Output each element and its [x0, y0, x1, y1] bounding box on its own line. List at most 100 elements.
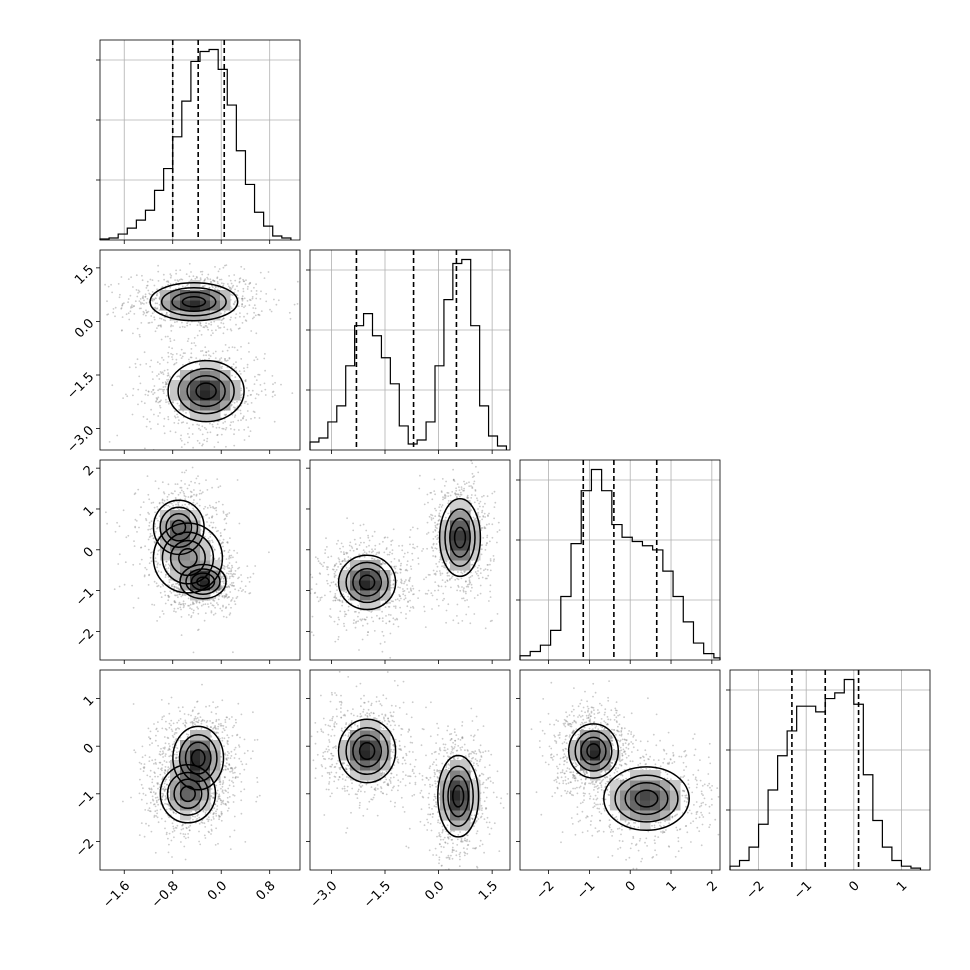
- panel-frame-2-0: [99, 459, 301, 661]
- scatter-point: [465, 613, 468, 616]
- scatter-point: [174, 416, 177, 419]
- scatter-point: [402, 593, 405, 596]
- scatter-point: [161, 356, 163, 359]
- scatter-point: [322, 565, 324, 568]
- scatter-point: [259, 271, 262, 274]
- scatter-point: [444, 566, 447, 569]
- scatter-point: [249, 430, 252, 432]
- scatter-point: [155, 400, 157, 403]
- scatter-point: [164, 319, 167, 322]
- scatter-point: [431, 594, 434, 597]
- scatter-point: [121, 304, 123, 307]
- scatter-point: [423, 503, 426, 506]
- density-cell: [200, 360, 211, 371]
- scatter-point: [114, 306, 117, 309]
- scatter-point: [335, 562, 338, 565]
- scatter-point: [480, 548, 483, 551]
- scatter-point: [202, 285, 205, 288]
- scatter-point: [241, 298, 244, 300]
- scatter-point: [240, 265, 243, 268]
- scatter-point: [235, 361, 237, 363]
- scatter-point: [180, 616, 183, 618]
- scatter-point: [127, 534, 130, 537]
- scatter-point: [230, 307, 233, 310]
- scatter-point: [207, 273, 210, 276]
- scatter-point: [151, 300, 154, 302]
- scatter-point: [177, 596, 179, 599]
- scatter-point: [291, 392, 294, 394]
- scatter-point: [403, 590, 406, 592]
- contour-0-1: [160, 287, 227, 317]
- scatter-point: [226, 349, 229, 352]
- scatter-point: [140, 558, 143, 561]
- scatter-point: [173, 607, 176, 610]
- scatter-point: [242, 415, 245, 418]
- scatter-point: [385, 615, 387, 617]
- scatter-point: [454, 492, 456, 495]
- scatter-point: [236, 285, 238, 288]
- scatter-point: [175, 583, 177, 585]
- scatter-point: [167, 596, 170, 599]
- scatter-point: [479, 584, 482, 587]
- scatter-point: [219, 358, 221, 360]
- scatter-point: [434, 507, 436, 510]
- scatter-point: [367, 631, 369, 633]
- scatter-point: [337, 566, 339, 568]
- scatter-point: [139, 298, 142, 300]
- scatter-point: [165, 388, 168, 391]
- scatter-point: [160, 388, 162, 391]
- scatter-point: [189, 356, 192, 359]
- scatter-point: [153, 307, 156, 309]
- scatter-point: [345, 551, 348, 554]
- scatter-point: [402, 590, 405, 593]
- scatter-point: [153, 506, 156, 509]
- scatter-point: [471, 486, 474, 488]
- density-cell: [190, 550, 201, 561]
- scatter-point: [171, 401, 174, 403]
- scatter-point: [399, 595, 401, 597]
- scatter-point: [343, 558, 346, 560]
- scatter-point: [223, 582, 225, 585]
- scatter-point: [215, 426, 218, 429]
- scatter-point: [307, 608, 309, 610]
- scatter-point: [228, 287, 231, 289]
- scatter-point: [204, 346, 207, 349]
- scatter-point: [124, 561, 127, 564]
- scatter-point: [258, 417, 261, 419]
- scatter-point: [233, 274, 236, 276]
- scatter-point: [233, 444, 236, 447]
- scatter-point: [396, 618, 399, 621]
- scatter-point: [378, 543, 381, 545]
- scatter-point: [226, 572, 228, 575]
- histogram-step-0: [99, 48, 292, 240]
- density-cell: [230, 380, 241, 391]
- scatter-point: [437, 519, 440, 522]
- scatter-point: [423, 605, 425, 608]
- scatter-point: [491, 619, 493, 622]
- scatter-point: [381, 617, 384, 620]
- scatter-point: [363, 618, 366, 621]
- scatter-point: [396, 579, 398, 582]
- scatter-point: [190, 278, 193, 281]
- scatter-point: [244, 305, 247, 307]
- scatter-point: [400, 578, 403, 581]
- scatter-point: [436, 598, 438, 601]
- scatter-point: [211, 541, 214, 543]
- scatter-point: [399, 571, 402, 574]
- scatter-point: [406, 584, 408, 586]
- scatter-point: [207, 350, 210, 353]
- scatter-point: [217, 282, 219, 285]
- scatter-point: [467, 585, 470, 588]
- scatter-point: [143, 312, 146, 314]
- scatter-point: [227, 551, 230, 553]
- scatter-point: [395, 571, 397, 574]
- scatter-point: [387, 602, 390, 604]
- scatter-point: [378, 617, 381, 620]
- density-cell: [190, 280, 201, 291]
- scatter-point: [232, 572, 235, 575]
- scatter-point: [254, 314, 257, 317]
- scatter-point: [332, 568, 335, 571]
- scatter-point: [237, 305, 240, 308]
- scatter-point: [200, 333, 203, 336]
- scatter-point: [248, 389, 250, 392]
